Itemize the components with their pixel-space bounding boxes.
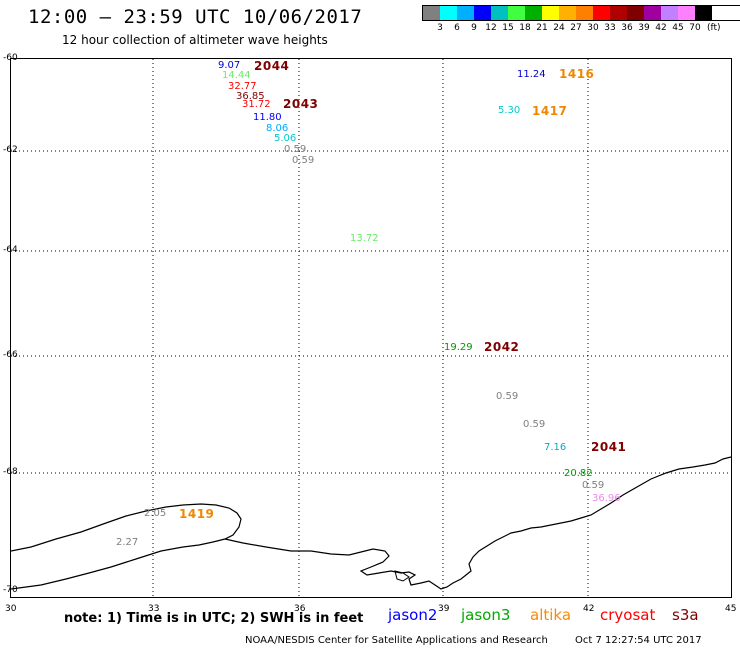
wave-height-label: 13.72 bbox=[350, 233, 379, 244]
legend-swatch bbox=[525, 6, 542, 20]
x-tick-label: 30 bbox=[5, 604, 17, 614]
wave-height-label: 9.07 bbox=[218, 60, 241, 71]
page-title: 12:00 – 23:59 UTC 10/06/2017 bbox=[28, 6, 363, 28]
wave-height-label: 2.27 bbox=[116, 537, 139, 548]
wave-height-label: 5.06 bbox=[274, 133, 297, 144]
legend-label: 36 bbox=[621, 23, 633, 33]
legend-swatch bbox=[661, 6, 678, 20]
legend-label: 6 bbox=[454, 23, 460, 33]
legend-label: 9 bbox=[471, 23, 477, 33]
legend-label: 12 bbox=[485, 23, 497, 33]
wave-height-label: 0.59 bbox=[523, 419, 546, 430]
x-tick-label: 33 bbox=[148, 604, 160, 614]
y-tick-label: -60 bbox=[3, 53, 18, 63]
wave-height-label: 0.59 bbox=[284, 144, 307, 155]
legend-label: 21 bbox=[536, 23, 548, 33]
legend-labels: 3 6 9 12 15 18 21 24 27 30 33 36 39 42 45 70 (ft) bbox=[422, 21, 740, 35]
wave-height-label: 2.05 bbox=[144, 508, 167, 519]
footer-note: note: 1) Time is in UTC; 2) SWH is in fe… bbox=[64, 611, 364, 626]
pass-time-label: 2041 bbox=[591, 440, 627, 454]
legend-swatch bbox=[559, 6, 576, 20]
legend-label: 30 bbox=[587, 23, 599, 33]
pass-time-label: 2042 bbox=[484, 340, 520, 354]
legend-swatch bbox=[457, 6, 474, 20]
legend-label: 24 bbox=[553, 23, 565, 33]
wave-height-label: 11.24 bbox=[517, 69, 546, 80]
wave-height-label: 7.16 bbox=[544, 442, 567, 453]
wave-height-label: 14.44 bbox=[222, 70, 251, 81]
legend-label: 27 bbox=[570, 23, 582, 33]
legend-label: 42 bbox=[655, 23, 667, 33]
legend-label: 18 bbox=[519, 23, 531, 33]
legend-label: 39 bbox=[638, 23, 650, 33]
legend-swatch bbox=[610, 6, 627, 20]
satellite-altika: altika bbox=[530, 606, 572, 624]
generation-timestamp: Oct 7 12:27:54 UTC 2017 bbox=[575, 635, 702, 646]
wave-height-label: 0.59 bbox=[582, 480, 605, 491]
y-tick-label: -62 bbox=[3, 145, 18, 155]
legend-label: 45 bbox=[672, 23, 684, 33]
color-legend: 3 6 9 12 15 18 21 24 27 30 33 36 39 42 45 70 (ft) bbox=[422, 5, 740, 35]
legend-label: 70 bbox=[689, 23, 701, 33]
credit-line: NOAA/NESDIS Center for Satellite Applica… bbox=[245, 635, 548, 646]
legend-swatch bbox=[508, 6, 525, 20]
page-subtitle: 12 hour collection of altimeter wave hei… bbox=[62, 33, 328, 47]
x-tick-label: 42 bbox=[583, 604, 595, 614]
satellite-s3a: s3a bbox=[672, 606, 699, 624]
wave-height-label: 0.59 bbox=[292, 155, 315, 166]
x-tick-label: 36 bbox=[294, 604, 306, 614]
y-tick-label: -64 bbox=[3, 245, 18, 255]
legend-swatch bbox=[644, 6, 661, 20]
map-frame: -60 -62 -64 -66 -68 -70 30 33 36 39 42 4… bbox=[3, 53, 736, 614]
legend-label: 15 bbox=[502, 23, 514, 33]
legend-swatches bbox=[422, 5, 740, 21]
graticule bbox=[11, 59, 731, 597]
legend-swatch bbox=[491, 6, 508, 20]
wave-height-label: 5.30 bbox=[498, 105, 521, 116]
wave-height-label: 11.80 bbox=[253, 112, 282, 123]
legend-swatch bbox=[440, 6, 457, 20]
legend-label: 33 bbox=[604, 23, 616, 33]
wave-height-label: 36.85 bbox=[236, 91, 265, 102]
pass-time-label: 1417 bbox=[532, 104, 568, 118]
satellite-jason3: jason3 bbox=[461, 606, 511, 624]
x-tick-label: 45 bbox=[725, 604, 737, 614]
wave-height-label: 31.72 bbox=[242, 99, 271, 110]
pass-time-label: 2043 bbox=[283, 97, 319, 111]
x-tick-label: 39 bbox=[438, 604, 450, 614]
legend-swatch bbox=[593, 6, 610, 20]
y-tick-label: -68 bbox=[3, 467, 18, 477]
wave-height-label: 32.77 bbox=[228, 81, 257, 92]
satellite-cryosat: cryosat bbox=[600, 606, 656, 624]
legend-swatch bbox=[542, 6, 559, 20]
antarctic-coastline bbox=[11, 456, 731, 590]
legend-swatch bbox=[678, 6, 695, 20]
wave-height-label: 8.06 bbox=[266, 123, 289, 134]
legend-swatch bbox=[627, 6, 644, 20]
pass-time-label: 1416 bbox=[559, 67, 595, 81]
wave-height-label: 36.96 bbox=[592, 493, 621, 504]
legend-label: 3 bbox=[437, 23, 443, 33]
map-canvas bbox=[11, 59, 731, 597]
legend-unit: (ft) bbox=[707, 23, 721, 33]
legend-swatch bbox=[576, 6, 593, 20]
legend-swatch bbox=[695, 6, 712, 20]
satellite-jason2: jason2 bbox=[388, 606, 438, 624]
legend-swatch bbox=[423, 6, 440, 20]
pass-time-label: 2044 bbox=[254, 59, 290, 73]
y-tick-label: -70 bbox=[3, 585, 18, 595]
wave-height-label: 19.29 bbox=[444, 342, 473, 353]
coastline-islet bbox=[394, 570, 410, 582]
pass-time-label: 1419 bbox=[179, 507, 215, 521]
wave-height-label: 20.82 bbox=[564, 468, 593, 479]
legend-swatch bbox=[474, 6, 491, 20]
wave-height-label: 0.59 bbox=[496, 391, 519, 402]
y-tick-label: -66 bbox=[3, 350, 18, 360]
